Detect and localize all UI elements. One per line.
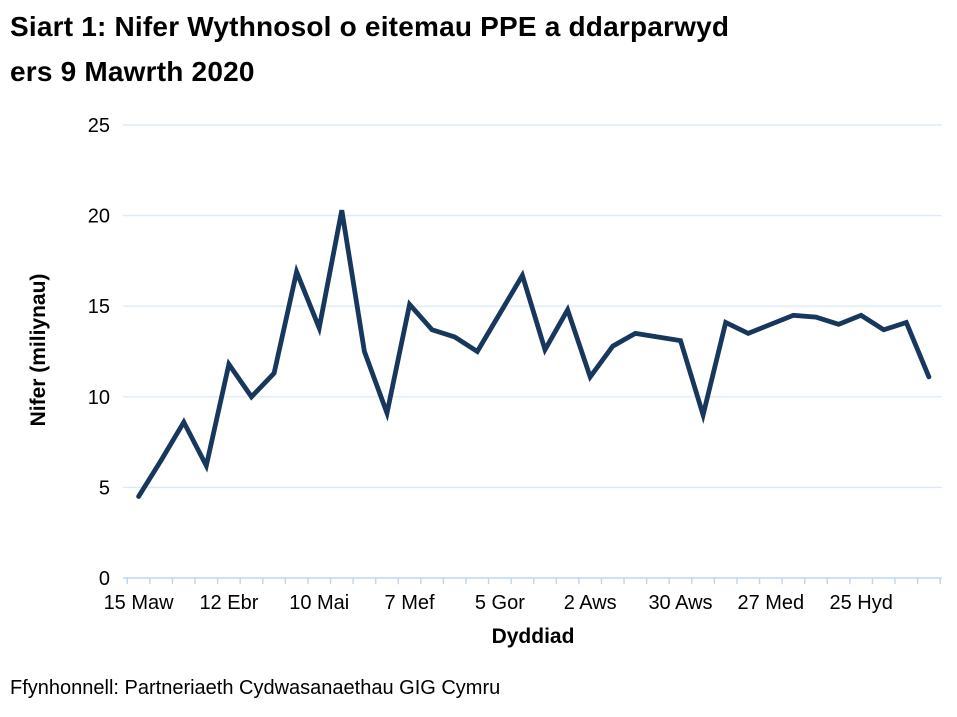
x-tick-label: 2 Aws xyxy=(564,592,617,614)
x-axis-title: Dyddiad xyxy=(491,625,575,648)
y-tick-label: 15 xyxy=(88,296,110,318)
y-tick-label: 10 xyxy=(88,387,110,409)
chart-title: Siart 1: Nifer Wythnosol o eitemau PPE a… xyxy=(10,4,729,94)
x-tick-label: 27 Med xyxy=(737,592,804,614)
data-line xyxy=(136,209,932,499)
y-tick-label: 0 xyxy=(99,568,110,590)
y-tick-label: 20 xyxy=(88,206,110,228)
x-tick-label: 7 Mef xyxy=(385,592,435,614)
y-axis-title: Nifer (miliynau) xyxy=(27,273,50,427)
chart-title-line-1: Siart 1: Nifer Wythnosol o eitemau PPE a… xyxy=(10,11,730,42)
x-tick-label: 10 Mai xyxy=(289,592,349,614)
y-tick-label: 25 xyxy=(88,115,110,137)
x-tick-label: 12 Ebr xyxy=(199,592,258,614)
x-tick-label: 5 Gor xyxy=(475,592,525,614)
source-text: Ffynhonnell: Partneriaeth Cydwasanaethau… xyxy=(10,677,501,699)
chart-title-line-2: ers 9 Mawrth 2020 xyxy=(10,56,255,87)
y-tick-label: 5 xyxy=(99,477,110,499)
x-tick-label: 30 Aws xyxy=(648,592,712,614)
x-tick-label: 25 Hyd xyxy=(829,592,892,614)
x-tick-label: 15 Maw xyxy=(104,592,175,614)
